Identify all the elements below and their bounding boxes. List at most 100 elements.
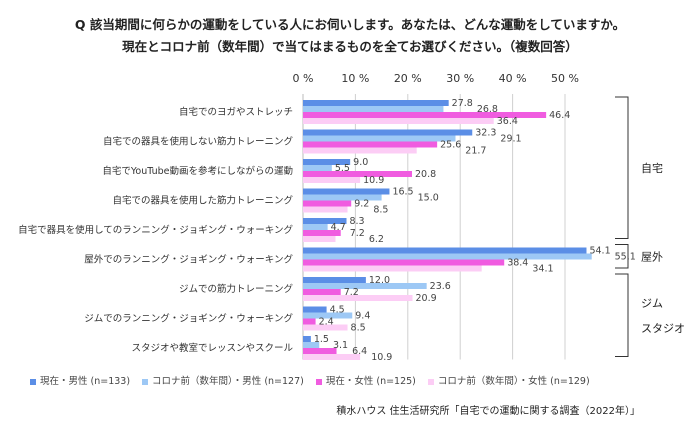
- group-label: 屋外: [641, 250, 663, 263]
- bar: [303, 253, 592, 260]
- bar: [303, 188, 390, 195]
- legend-label: 現在・男性 (n=133): [40, 376, 131, 387]
- bar: [303, 348, 337, 354]
- data-label: 4.5: [330, 305, 345, 316]
- source-note: 積水ハウス 住生活研究所「自宅での運動に関する調査（2022年）」: [336, 406, 640, 417]
- bar: [303, 312, 353, 319]
- data-label: 12.0: [369, 275, 390, 286]
- data-label: 8.5: [373, 205, 388, 216]
- bar: [303, 106, 444, 112]
- bar: [303, 354, 361, 360]
- data-label: 21.7: [465, 146, 486, 157]
- tick-label: 50 %: [551, 72, 579, 85]
- bar: [303, 324, 348, 331]
- category-label: 自宅での器具を使用した筋力トレーニング: [112, 195, 293, 207]
- data-label: 3.1: [333, 340, 348, 351]
- category-label: 自宅で器具を使用してのランニング・ジョギング・ウォーキング: [18, 224, 293, 236]
- tick-label: 20 %: [394, 72, 422, 85]
- bar: [303, 230, 341, 236]
- data-label: 2.4: [319, 317, 334, 328]
- data-label: 10.9: [363, 175, 384, 186]
- category-label: ジムでの筋力トレーニング: [179, 283, 294, 295]
- group-label: ジム: [641, 297, 663, 310]
- bar: [303, 259, 505, 266]
- legend-label: コロナ前（数年間）・男性 (n=127): [152, 376, 304, 387]
- bar: [303, 194, 382, 201]
- data-label: 9.2: [354, 199, 369, 210]
- data-label: 25.6: [440, 140, 461, 151]
- bar: [303, 342, 320, 348]
- bar: [303, 336, 311, 342]
- legend-item: コロナ前（数年間）・男性 (n=127): [142, 373, 304, 387]
- legend-item: 現在・男性 (n=133): [30, 373, 130, 387]
- data-label: 15.0: [418, 193, 439, 204]
- data-label: 10.9: [371, 352, 392, 363]
- data-label: 36.4: [497, 116, 518, 127]
- data-label: 55.1: [615, 252, 636, 263]
- legend-swatch: [30, 378, 36, 385]
- data-label: 34.1: [532, 264, 553, 275]
- data-label: 20.9: [416, 293, 437, 304]
- bar: [303, 218, 347, 224]
- category-label: 屋外でのランニング・ジョギング・ウォーキング: [84, 254, 293, 266]
- category-label: スタジオや教室でレッスンやスクール: [131, 342, 293, 354]
- legend-label: コロナ前（数年間）・女性 (n=129): [437, 376, 590, 387]
- tick-label: 0 %: [293, 72, 314, 85]
- bar: [303, 206, 348, 213]
- bar: [303, 135, 456, 142]
- bar: [303, 224, 328, 230]
- data-label: 29.1: [500, 134, 521, 145]
- legend: 現在・男性 (n=133) コロナ前（数年間）・男性 (n=127) 現在・女性 (…: [30, 373, 590, 387]
- bar: [303, 283, 427, 289]
- data-label: 8.5: [351, 323, 366, 334]
- data-label: 54.1: [589, 246, 610, 257]
- data-label: 38.4: [507, 258, 528, 269]
- data-label: 6.2: [369, 234, 384, 245]
- legend-swatch: [427, 378, 434, 385]
- bar: [303, 159, 351, 165]
- bar: [303, 177, 361, 183]
- legend-item: 現在・女性 (n=125): [315, 373, 416, 387]
- bar: [303, 141, 438, 148]
- group-label: スタジオ: [641, 322, 685, 335]
- bar: [303, 277, 366, 283]
- data-label: 1.5: [314, 334, 329, 345]
- bar: [303, 171, 412, 177]
- bar: [303, 165, 332, 171]
- group-bracket: [615, 244, 629, 269]
- bar: [303, 118, 494, 124]
- data-label: 20.8: [415, 169, 436, 180]
- chart-title-line2: 現在とコロナ前（数年間）で当てはまるものを全てお選びください。（複数回答）: [122, 39, 578, 54]
- data-label: 26.8: [477, 104, 498, 115]
- bar: [303, 129, 473, 136]
- group-bracket: [615, 96, 629, 239]
- data-label: 23.6: [430, 281, 451, 292]
- bar: [303, 318, 316, 325]
- bar: [303, 265, 482, 272]
- category-label: 自宅での器具を使用しない筋力トレーニング: [103, 136, 294, 148]
- data-label: 5.5: [335, 163, 350, 174]
- data-label: 7.2: [350, 228, 365, 239]
- data-label: 7.2: [344, 287, 359, 298]
- bar: [303, 306, 327, 313]
- bar: [303, 295, 413, 301]
- legend-item: コロナ前（数年間）・女性 (n=129): [427, 373, 590, 387]
- data-label: 9.4: [355, 311, 370, 322]
- data-label: 32.3: [475, 128, 496, 139]
- bar: [303, 200, 352, 207]
- bar: [303, 112, 547, 118]
- group-bracket: [615, 273, 629, 357]
- data-label: 8.3: [349, 216, 364, 227]
- legend-swatch: [315, 378, 322, 385]
- bar: [303, 100, 449, 106]
- bar: [303, 147, 417, 154]
- data-label: 6.4: [352, 346, 367, 357]
- data-label: 4.7: [331, 222, 346, 233]
- category-label: 自宅でのヨガやストレッチ: [179, 106, 293, 118]
- category-label: 自宅でYouTube動画を参考にしながらの運動: [102, 165, 293, 177]
- legend-swatch: [142, 378, 149, 385]
- tick-label: 10 %: [341, 72, 369, 85]
- legend-label: 現在・女性 (n=125): [325, 376, 416, 387]
